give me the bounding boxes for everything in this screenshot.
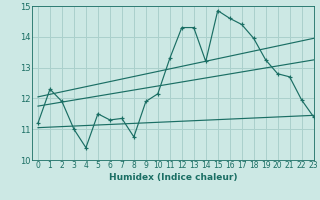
X-axis label: Humidex (Indice chaleur): Humidex (Indice chaleur) [108,173,237,182]
